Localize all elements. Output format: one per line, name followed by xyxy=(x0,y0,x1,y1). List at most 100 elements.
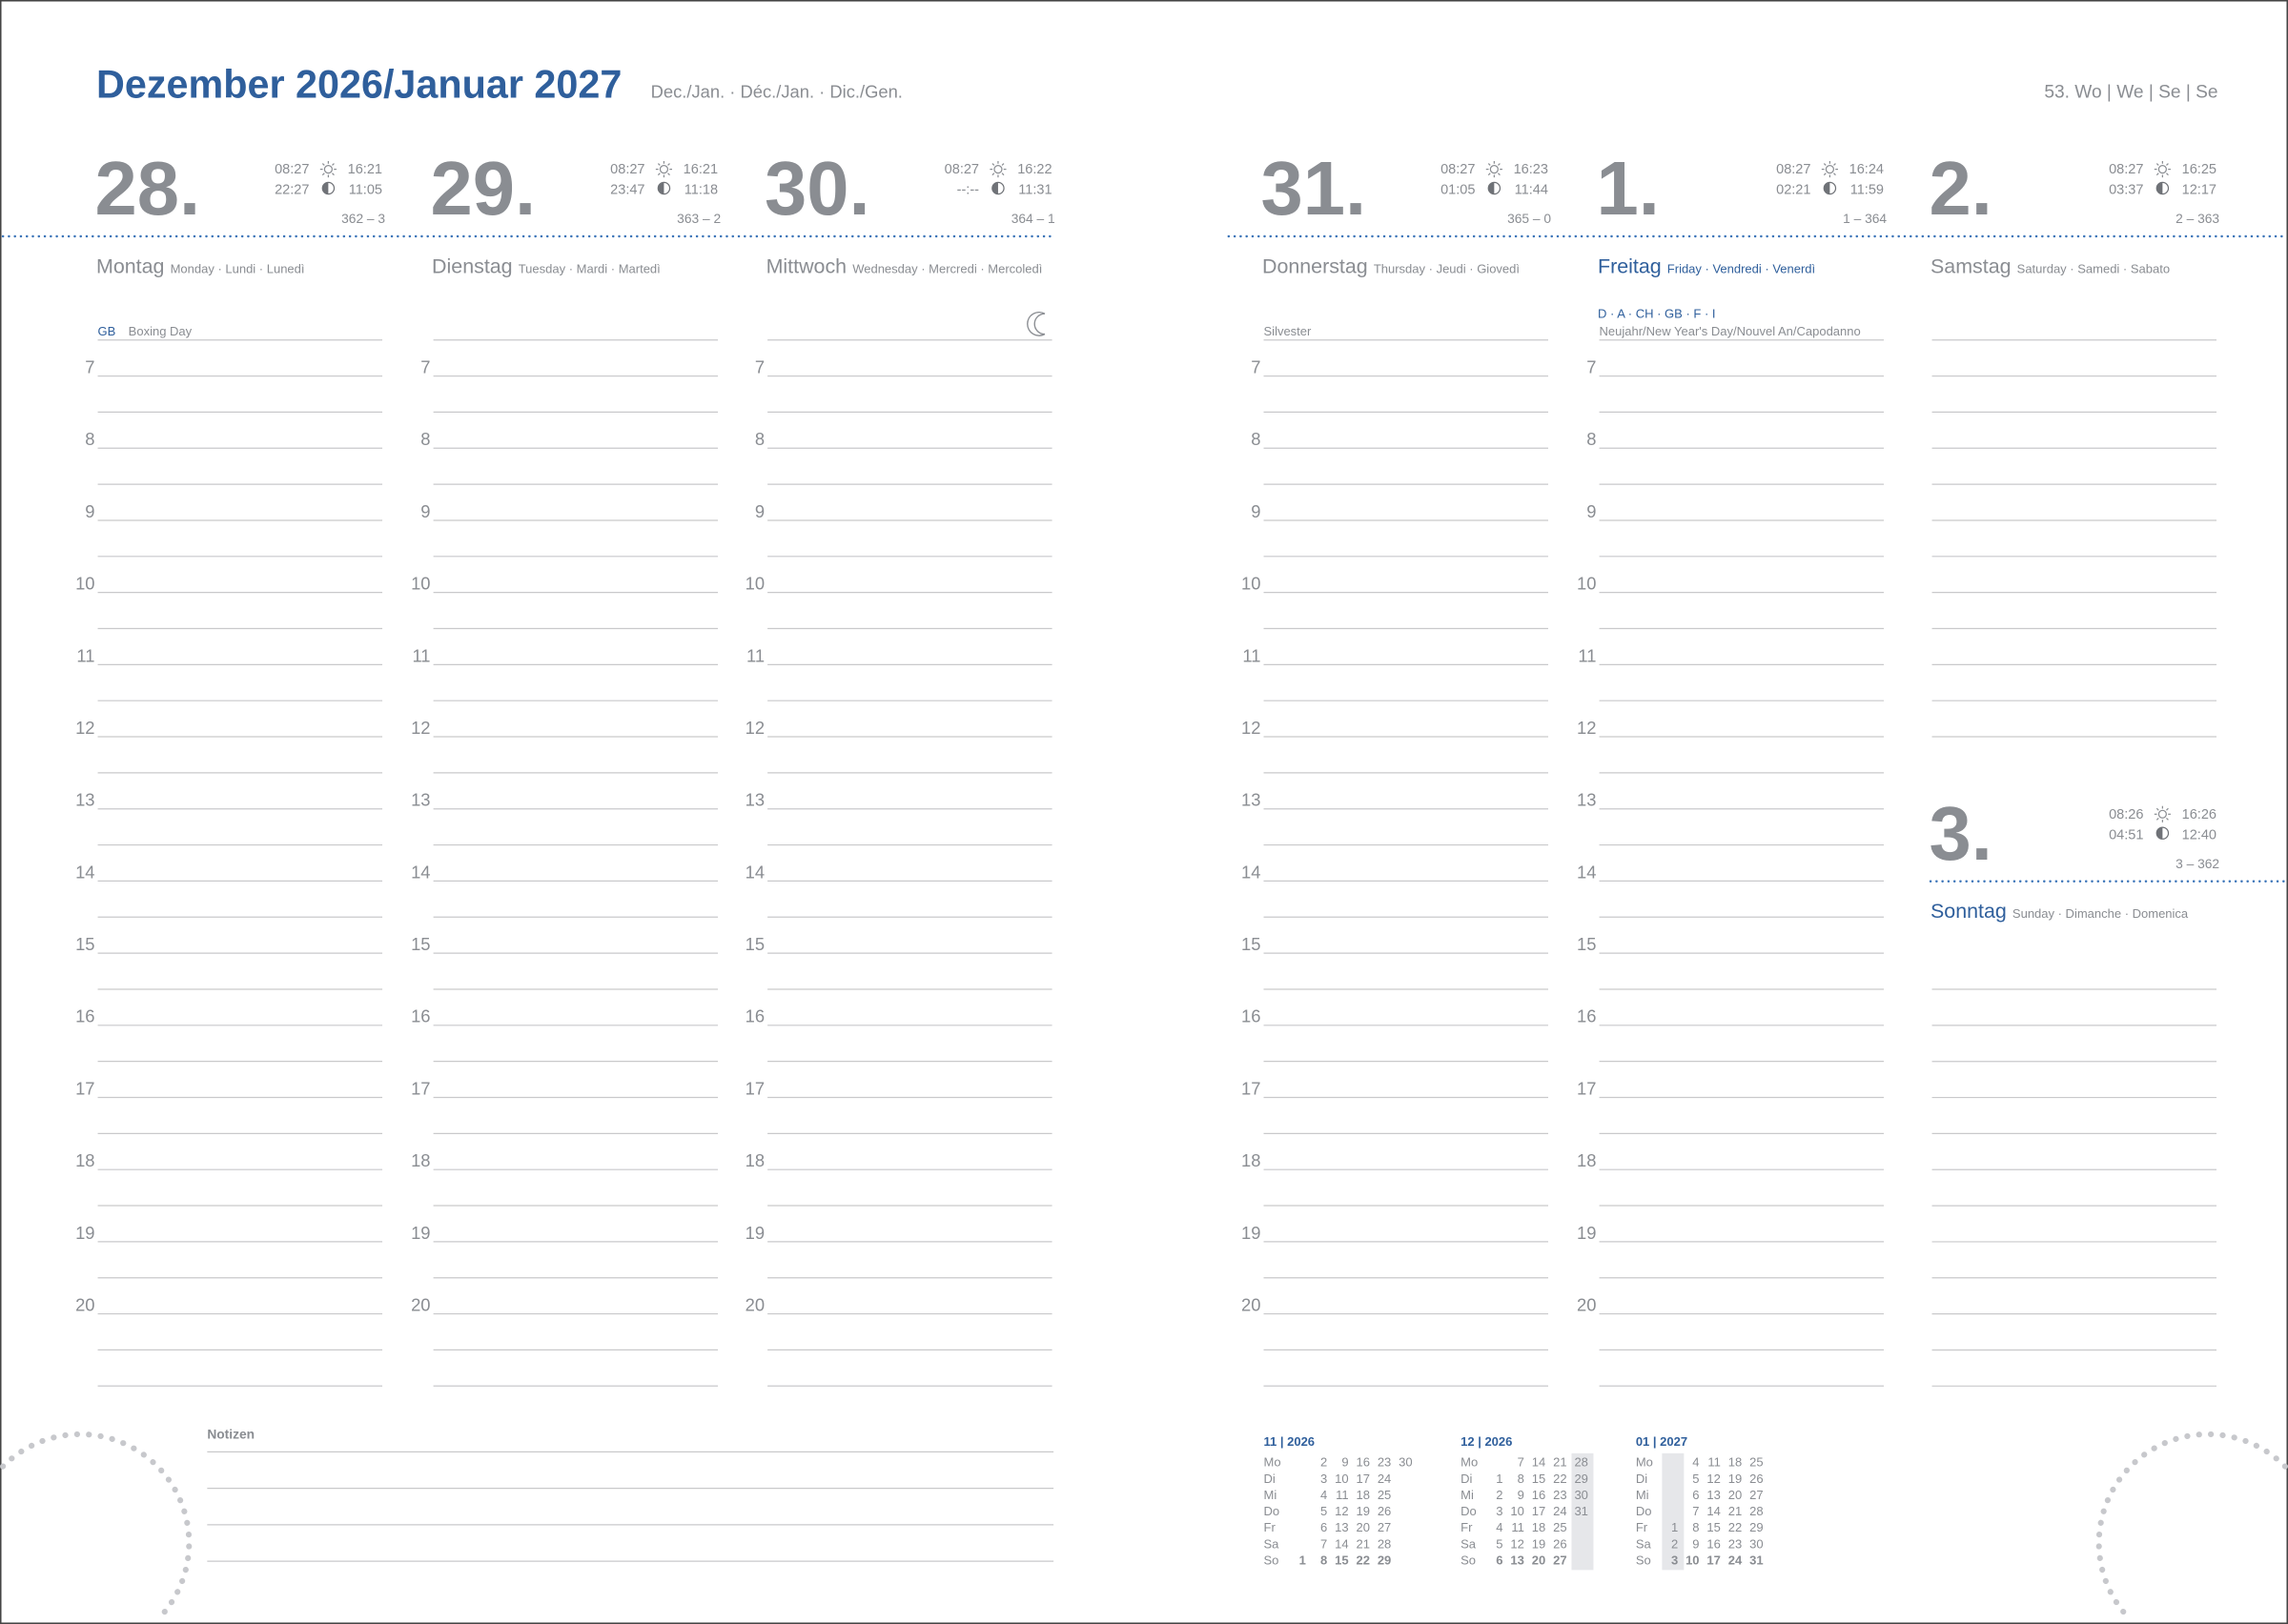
sunset: 16:25 xyxy=(2182,162,2216,177)
day-count: 3 – 362 xyxy=(2176,857,2219,871)
hour-label: 10 xyxy=(75,574,94,594)
moon-shade xyxy=(1824,182,1830,194)
mini-calendar-day: 16 xyxy=(1356,1455,1369,1470)
moonset: 11:44 xyxy=(1515,183,1548,198)
hour-label: 15 xyxy=(1241,934,1260,954)
hour-label: 7 xyxy=(85,357,94,377)
notes-label: Notizen xyxy=(207,1428,255,1442)
weekday: Sonntag xyxy=(1930,900,2007,923)
mini-calendar-day: 8 xyxy=(1320,1553,1327,1568)
day-date: 3. xyxy=(1929,791,1992,876)
mini-calendar-day: 24 xyxy=(1378,1472,1391,1486)
day-name: Montag Monday · Lundi · Lunedì xyxy=(96,254,304,277)
mini-calendar-day: 12 xyxy=(1510,1536,1523,1551)
sun-ray xyxy=(2155,817,2159,821)
weekday: Montag xyxy=(96,254,164,277)
hour-label: 11 xyxy=(76,645,94,665)
mini-calendar-weekday: Fr xyxy=(1461,1520,1473,1534)
mini-calendar-day: 11 xyxy=(1511,1520,1523,1534)
mini-calendar-day: 5 xyxy=(1692,1472,1699,1486)
day-name: Mittwoch Wednesday · Mercredi · Mercoledì xyxy=(766,254,1043,277)
mini-calendar-day: 29 xyxy=(1378,1553,1391,1568)
mini-calendar-day: 27 xyxy=(1553,1553,1566,1568)
sun-icon xyxy=(2154,161,2171,178)
hour-label: 8 xyxy=(755,429,765,449)
mini-calendar-day: 3 xyxy=(1320,1472,1327,1486)
moonset: 11:18 xyxy=(684,183,718,198)
sun-ray xyxy=(991,173,995,176)
sun-ray xyxy=(1498,173,1501,176)
mini-calendar-day: 5 xyxy=(1320,1504,1327,1518)
hour-label: 15 xyxy=(746,934,765,954)
hour-label: 12 xyxy=(1577,718,1596,738)
sun-icon xyxy=(990,161,1007,178)
hour-label: 17 xyxy=(1241,1078,1260,1098)
mini-calendar-day: 20 xyxy=(1532,1553,1545,1568)
day-date: 1. xyxy=(1596,146,1659,231)
day-name: Sonntag Sunday · Dimanche · Domenica xyxy=(1930,900,2189,923)
moonrise: 23:47 xyxy=(610,183,644,198)
mini-calendar-weekday: Di xyxy=(1636,1472,1647,1486)
hour-label: 10 xyxy=(411,574,430,594)
moon-icon xyxy=(1823,181,1837,195)
hour-label: 13 xyxy=(75,790,94,810)
mini-calendar-weekday: Di xyxy=(1264,1472,1276,1486)
mini-calendar-day: 15 xyxy=(1335,1553,1348,1568)
sunrise: 08:27 xyxy=(275,162,309,177)
hour-label: 15 xyxy=(75,934,94,954)
moon-icon xyxy=(1487,181,1502,195)
mini-calendar-day: 15 xyxy=(1706,1520,1720,1534)
sun-icon xyxy=(2154,805,2171,822)
sun-icon xyxy=(1821,161,1838,178)
hour-label: 14 xyxy=(746,862,765,882)
day-name: Dienstag Tuesday · Mardi · Martedì xyxy=(432,254,661,277)
moon-icon xyxy=(2155,826,2170,840)
weekday: Freitag xyxy=(1598,254,1662,277)
mini-calendar-day: 9 xyxy=(1341,1455,1348,1470)
sun-ray xyxy=(2166,807,2169,811)
hour-label: 8 xyxy=(85,429,94,449)
hour-label: 13 xyxy=(1577,790,1596,810)
sun-core xyxy=(2157,809,2167,819)
mini-calendar-day: 9 xyxy=(1692,1536,1699,1551)
sunrise: 08:27 xyxy=(2109,162,2143,177)
mini-calendar-day: 26 xyxy=(1749,1472,1763,1486)
mini-calendar-day: 28 xyxy=(1574,1455,1587,1470)
weekday: Samstag xyxy=(1930,254,2012,277)
sunrise: 08:27 xyxy=(610,162,644,177)
mini-calendar-weekday: Do xyxy=(1636,1504,1652,1518)
mini-calendar-day: 3 xyxy=(1496,1504,1502,1518)
hour-label: 10 xyxy=(1577,574,1596,594)
weekday-translations: Friday · Vendredi · Venerdì xyxy=(1667,261,1815,275)
current-week-highlight xyxy=(1571,1452,1594,1571)
hour-label: 7 xyxy=(1586,357,1596,377)
mini-calendar-weekday: Mi xyxy=(1461,1488,1474,1502)
sunset: 16:21 xyxy=(348,162,382,177)
mini-calendar-day: 7 xyxy=(1692,1504,1699,1518)
moon-icon xyxy=(991,181,1005,195)
sun-ray xyxy=(1823,173,1827,176)
hour-label: 8 xyxy=(1251,429,1260,449)
weekday-translations: Saturday · Samedi · Sabato xyxy=(2017,261,2170,275)
day-count: 2 – 363 xyxy=(2176,212,2219,226)
sun-ray xyxy=(1487,173,1491,176)
day-count: 365 – 0 xyxy=(1507,212,1551,226)
hour-label: 17 xyxy=(1577,1078,1596,1098)
hour-label: 7 xyxy=(1251,357,1260,377)
day-count: 1 – 364 xyxy=(1843,212,1887,226)
mini-calendar-day: 18 xyxy=(1532,1520,1545,1534)
sun-core xyxy=(993,165,1003,174)
mini-calendar-day: 1 xyxy=(1299,1553,1306,1568)
mini-calendar-day: 10 xyxy=(1510,1504,1523,1518)
holiday-note: Boxing Day xyxy=(129,324,193,338)
hour-label: 17 xyxy=(411,1078,430,1098)
hour-label: 10 xyxy=(1241,574,1260,594)
sun-core xyxy=(1825,165,1834,174)
weekday-translations: Wednesday · Mercredi · Mercoledì xyxy=(852,261,1042,275)
mini-calendar-weekday: Do xyxy=(1264,1504,1280,1518)
hour-label: 15 xyxy=(1577,934,1596,954)
mini-calendar-day: 30 xyxy=(1399,1455,1412,1470)
day-count: 364 – 1 xyxy=(1011,212,1055,226)
sun-ray xyxy=(2166,173,2169,176)
